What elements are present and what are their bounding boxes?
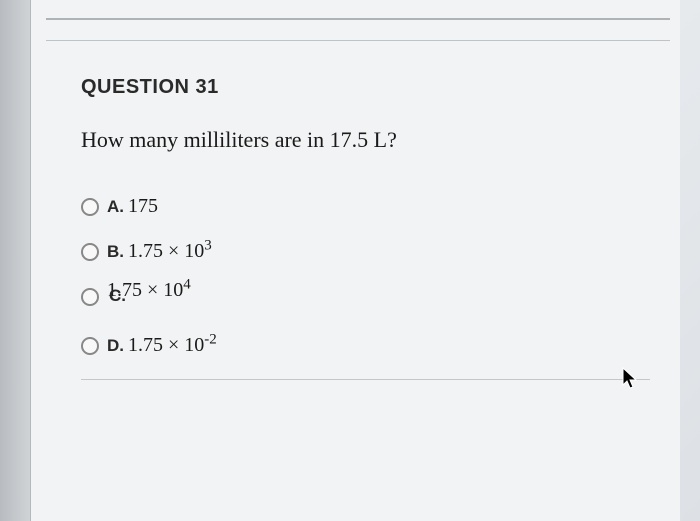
option-c-label: C. bbox=[109, 286, 126, 306]
option-b[interactable]: B. 1.75 × 103 bbox=[81, 240, 650, 263]
option-a-label: A. bbox=[107, 197, 124, 217]
option-d[interactable]: D. 1.75 × 10-2 bbox=[81, 334, 650, 357]
option-d-label: D. bbox=[107, 336, 124, 356]
question-text: How many milliliters are in 17.5 L? bbox=[81, 127, 650, 153]
top-divider bbox=[46, 18, 670, 20]
question-title: QUESTION 31 bbox=[81, 76, 650, 99]
option-d-value: 1.75 × 10-2 bbox=[128, 334, 217, 357]
radio-b[interactable] bbox=[81, 243, 99, 261]
option-a-value: 175 bbox=[128, 195, 158, 218]
option-b-value: 1.75 × 103 bbox=[128, 240, 212, 263]
option-a[interactable]: A. 175 bbox=[81, 195, 650, 218]
bottom-divider bbox=[81, 379, 650, 380]
question-block: QUESTION 31 How many milliliters are in … bbox=[81, 76, 650, 357]
quiz-page: QUESTION 31 How many milliliters are in … bbox=[30, 0, 680, 521]
options-list: A. 175 B. 1.75 × 103 1.75 × 104 C. D. bbox=[81, 195, 650, 357]
section-divider bbox=[46, 40, 670, 41]
radio-d[interactable] bbox=[81, 337, 99, 355]
option-b-label: B. bbox=[107, 242, 124, 262]
radio-c[interactable] bbox=[81, 288, 99, 306]
page-shadow bbox=[0, 0, 30, 521]
radio-a[interactable] bbox=[81, 198, 99, 216]
